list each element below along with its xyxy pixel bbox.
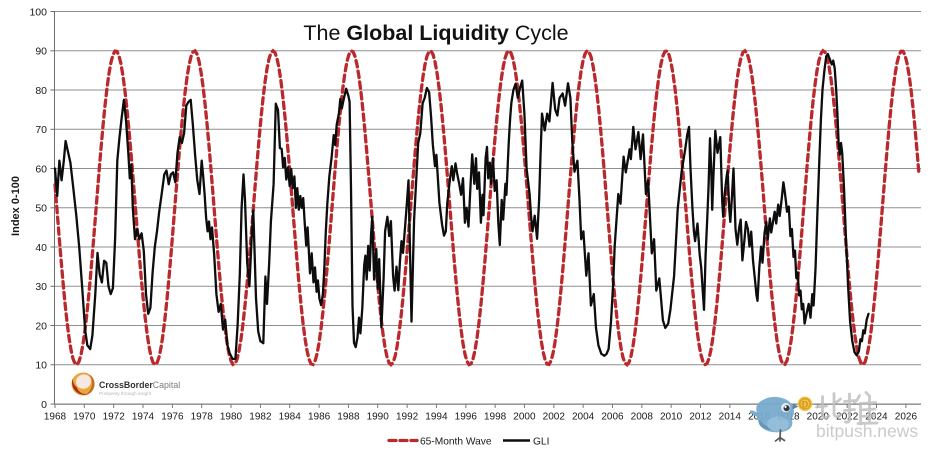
svg-text:1988: 1988 [337, 412, 360, 423]
svg-text:1970: 1970 [73, 412, 96, 423]
svg-text:90: 90 [35, 46, 47, 58]
svg-text:Prosperity through insight: Prosperity through insight [99, 391, 152, 396]
svg-text:0: 0 [41, 399, 47, 411]
svg-text:1978: 1978 [191, 412, 214, 423]
svg-text:2010: 2010 [660, 412, 683, 423]
svg-text:The Global Liquidity Cycle: The Global Liquidity Cycle [303, 21, 568, 45]
svg-text:1998: 1998 [484, 412, 507, 423]
svg-text:1996: 1996 [455, 412, 478, 423]
svg-text:40: 40 [35, 242, 47, 254]
svg-text:2014: 2014 [719, 412, 742, 423]
svg-text:60: 60 [35, 163, 47, 175]
svg-text:70: 70 [35, 124, 47, 136]
svg-text:GLI: GLI [533, 436, 549, 447]
svg-text:2002: 2002 [543, 412, 566, 423]
svg-text:1984: 1984 [279, 412, 302, 423]
svg-text:1986: 1986 [308, 412, 331, 423]
svg-text:1992: 1992 [396, 412, 419, 423]
svg-text:2004: 2004 [572, 412, 595, 423]
svg-text:50: 50 [35, 203, 47, 215]
svg-text:2022: 2022 [836, 412, 859, 423]
svg-text:bitpush.news: bitpush.news [816, 421, 918, 441]
svg-text:1972: 1972 [103, 412, 126, 423]
svg-text:CrossBorderCapital: CrossBorderCapital [99, 380, 180, 390]
svg-text:1982: 1982 [249, 412, 272, 423]
svg-text:20: 20 [35, 320, 47, 332]
svg-text:2000: 2000 [513, 412, 536, 423]
svg-text:2008: 2008 [631, 412, 654, 423]
svg-text:10: 10 [35, 360, 47, 372]
svg-text:100: 100 [29, 6, 47, 18]
svg-text:65-Month Wave: 65-Month Wave [420, 436, 492, 447]
svg-text:1974: 1974 [132, 412, 155, 423]
svg-text:2026: 2026 [895, 412, 918, 423]
svg-text:Index 0-100: Index 0-100 [10, 176, 22, 236]
svg-text:1980: 1980 [220, 412, 243, 423]
svg-text:1968: 1968 [44, 412, 67, 423]
svg-text:80: 80 [35, 85, 47, 97]
svg-text:2024: 2024 [865, 412, 888, 423]
svg-text:30: 30 [35, 281, 47, 293]
svg-text:2012: 2012 [689, 412, 712, 423]
svg-text:D: D [802, 400, 809, 410]
svg-text:2020: 2020 [807, 412, 830, 423]
svg-text:1990: 1990 [367, 412, 390, 423]
svg-text:1976: 1976 [161, 412, 184, 423]
svg-text:1994: 1994 [425, 412, 448, 423]
svg-text:2006: 2006 [601, 412, 624, 423]
